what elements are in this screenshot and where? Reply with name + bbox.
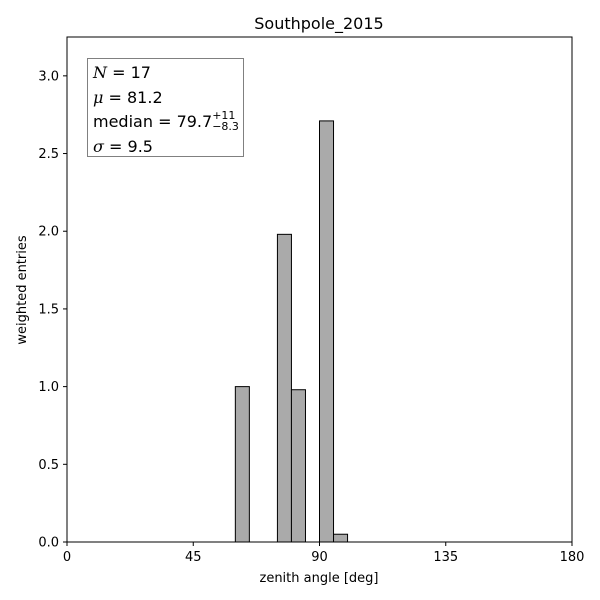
x-axis-ticks: 0 45 90 135 180 (63, 542, 585, 565)
stats-median-lower: −8.3 (212, 119, 239, 133)
y-axis-label: weighted entries (15, 235, 30, 345)
y-axis-ticks: 0.0 0.5 1.0 1.5 2.0 2.5 3.0 (38, 69, 67, 551)
stats-mu-line: μ = 81.2 (93, 86, 243, 111)
y-tick-label-6: 3.0 (38, 69, 59, 84)
x-tick-label-1: 45 (185, 550, 202, 565)
bars-group (234, 120, 349, 543)
stats-median-value: = 79.7 (158, 112, 213, 131)
stats-n-line: N = 17 (93, 61, 243, 86)
stats-mu-symbol: μ (93, 87, 104, 107)
y-tick-label-4: 2.0 (38, 225, 59, 240)
chart-title: Southpole_2015 (254, 14, 383, 34)
y-tick-label-1: 0.5 (38, 458, 59, 473)
x-tick-label-4: 180 (560, 550, 585, 565)
y-tick-label-2: 1.0 (38, 380, 59, 395)
x-tick-label-0: 0 (63, 550, 71, 565)
y-tick-label-0: 0.0 (38, 536, 59, 551)
stats-n-symbol: N (93, 63, 107, 82)
stats-sigma-symbol: σ (93, 136, 104, 156)
stats-median-label: median (93, 112, 153, 131)
stats-median-line: median = 79.7 +11 −8.3 (93, 110, 243, 135)
histogram-bar-1 (276, 233, 292, 543)
stats-sigma-line: σ = 9.5 (93, 135, 243, 160)
histogram-bar-2 (290, 389, 306, 543)
stats-median-errors: +11 −8.3 (212, 110, 239, 132)
y-tick-label-5: 2.5 (38, 147, 59, 162)
stats-legend-box: N = 17 μ = 81.2 median = 79.7 +11 −8.3 σ =… (87, 58, 244, 157)
stats-n-value: = 17 (112, 63, 151, 82)
x-tick-label-2: 90 (311, 550, 328, 565)
histogram-bar-3 (319, 120, 335, 543)
x-axis-label: zenith angle [deg] (260, 571, 379, 586)
y-tick-label-3: 1.5 (38, 302, 59, 317)
stats-sigma-value: = 9.5 (109, 136, 153, 156)
histogram-bar-4 (333, 533, 349, 543)
stats-median-upper: +11 (212, 108, 236, 122)
x-tick-label-3: 135 (433, 550, 458, 565)
histogram-bar-0 (234, 386, 250, 543)
stats-mu-value: = 81.2 (108, 87, 163, 107)
